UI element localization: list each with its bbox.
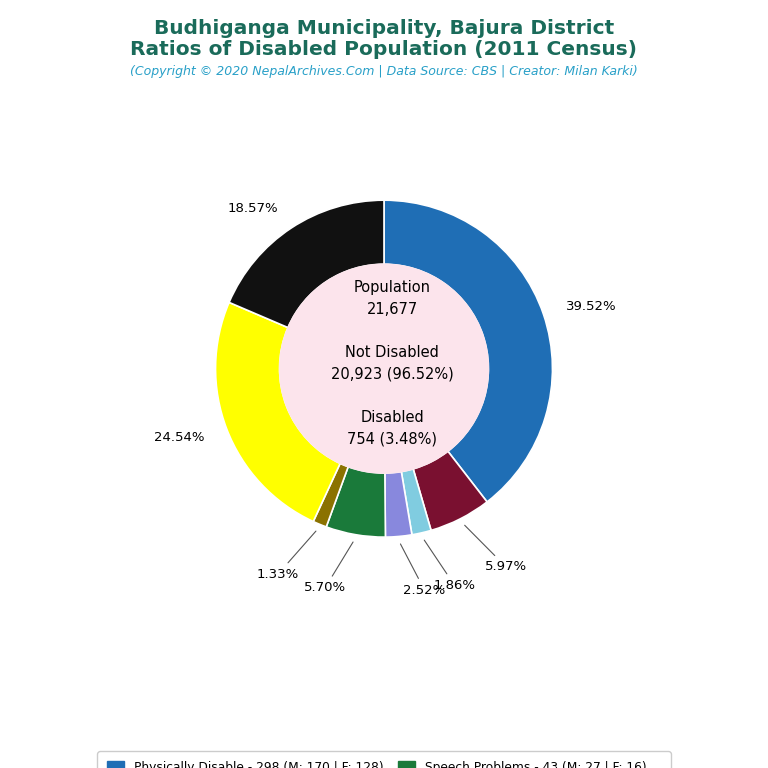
Legend: Physically Disable - 298 (M: 170 | F: 128), Blind Only - 140 (M: 53 | F: 87), De: Physically Disable - 298 (M: 170 | F: 12… <box>98 751 670 768</box>
Text: (Copyright © 2020 NepalArchives.Com | Data Source: CBS | Creator: Milan Karki): (Copyright © 2020 NepalArchives.Com | Da… <box>130 65 638 78</box>
Text: 39.52%: 39.52% <box>566 300 617 313</box>
Wedge shape <box>385 472 412 537</box>
Wedge shape <box>413 452 487 531</box>
Text: 5.97%: 5.97% <box>465 525 527 574</box>
Text: 1.86%: 1.86% <box>424 540 475 592</box>
Text: 2.52%: 2.52% <box>400 544 445 597</box>
Text: Budhiganga Municipality, Bajura District: Budhiganga Municipality, Bajura District <box>154 19 614 38</box>
Text: Population
21,677

Not Disabled
20,923 (96.52%)

Disabled
754 (3.48%): Population 21,677 Not Disabled 20,923 (9… <box>331 280 454 447</box>
Wedge shape <box>402 469 431 535</box>
Wedge shape <box>313 463 348 527</box>
Text: 5.70%: 5.70% <box>304 542 353 594</box>
Text: 1.33%: 1.33% <box>257 531 316 581</box>
Wedge shape <box>216 303 340 521</box>
Text: Ratios of Disabled Population (2011 Census): Ratios of Disabled Population (2011 Cens… <box>131 40 637 59</box>
Circle shape <box>280 264 488 473</box>
Text: 18.57%: 18.57% <box>227 202 278 215</box>
Wedge shape <box>326 467 386 537</box>
Wedge shape <box>229 200 384 328</box>
Wedge shape <box>384 200 552 502</box>
Text: 24.54%: 24.54% <box>154 431 205 444</box>
